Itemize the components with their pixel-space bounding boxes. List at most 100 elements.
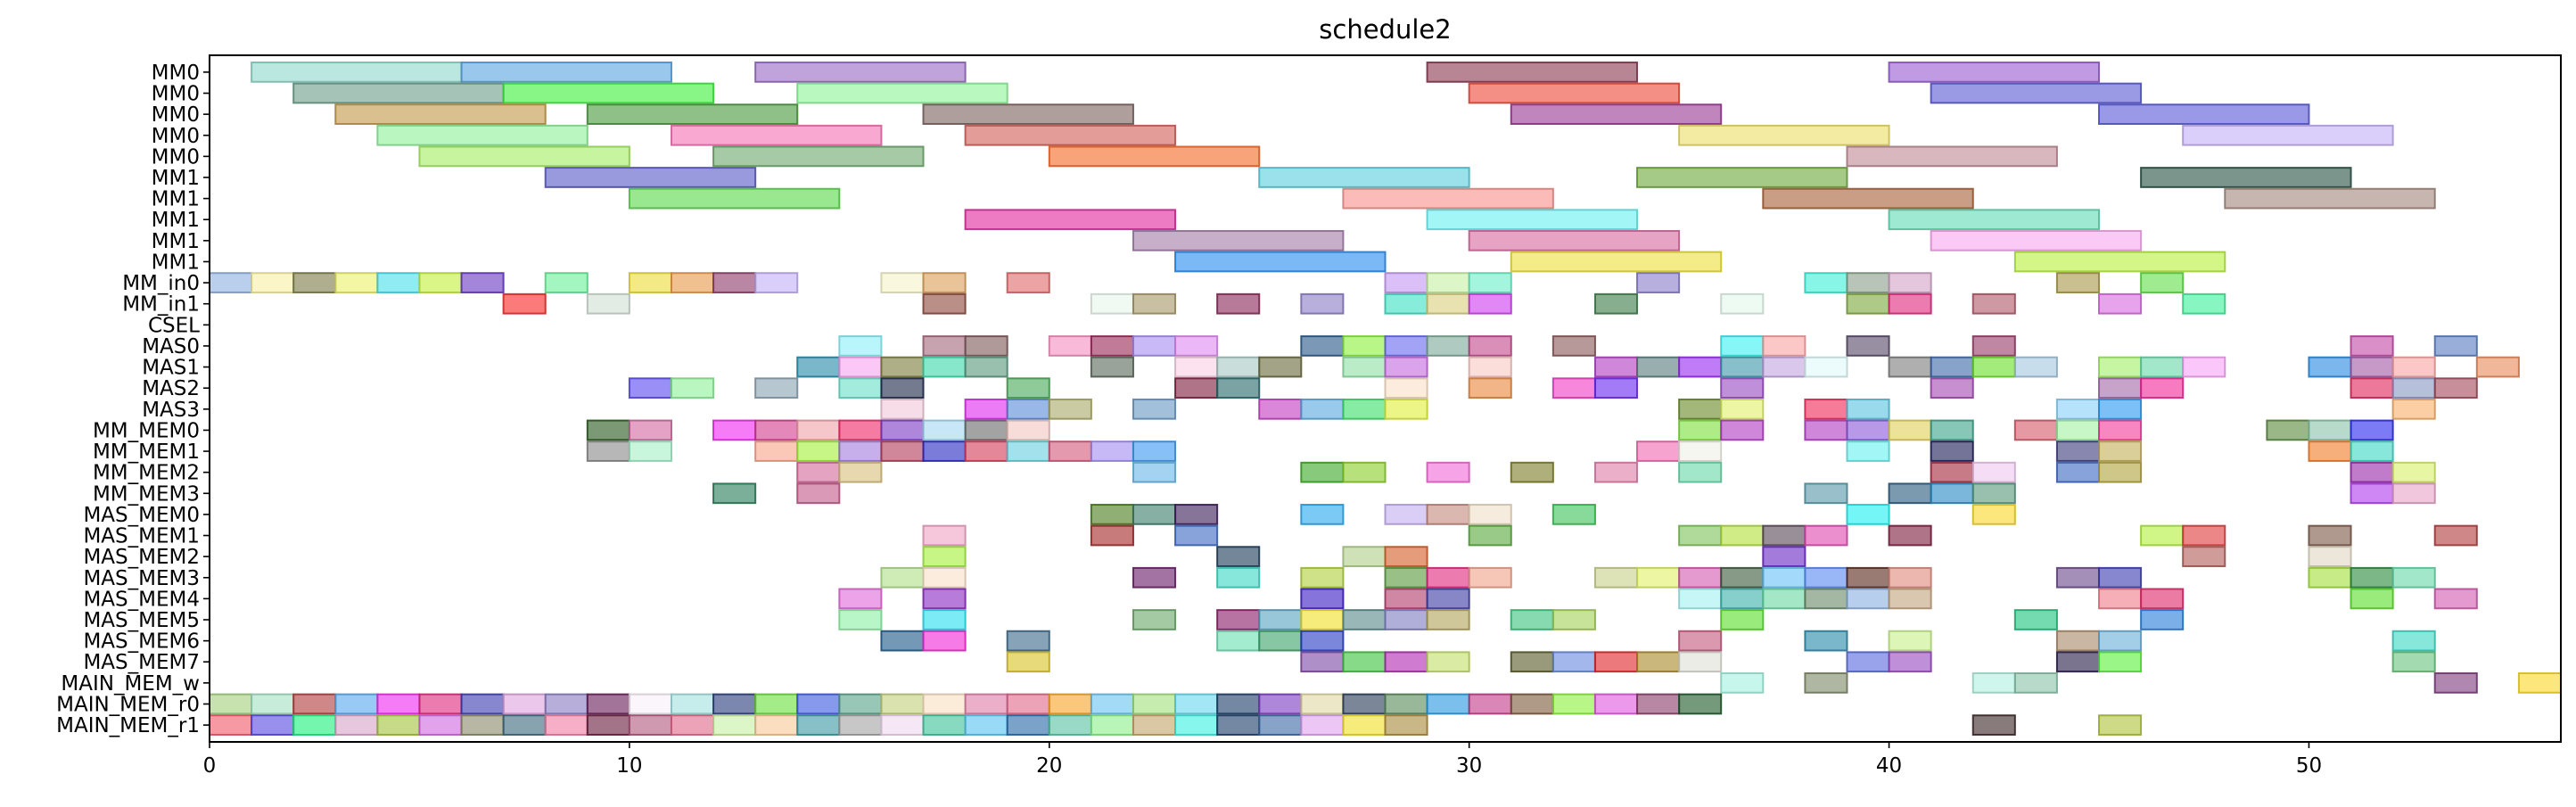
task-bar — [2308, 524, 2352, 547]
y-tick-label: MM_in1 — [122, 293, 200, 317]
task-bar — [754, 377, 799, 399]
task-bar — [1384, 693, 1428, 715]
task-bar — [2182, 292, 2226, 315]
task-bar — [1426, 272, 1470, 293]
task-bar — [1971, 714, 2016, 736]
task-bar — [712, 272, 757, 293]
task-bar — [1342, 335, 1387, 357]
task-bar — [460, 693, 505, 715]
task-bar — [1006, 272, 1050, 293]
task-bar — [1174, 504, 1219, 525]
task-bar — [1216, 356, 1261, 378]
task-bar — [964, 714, 1008, 736]
task-bar — [2350, 461, 2394, 483]
task-bar — [1804, 482, 1848, 505]
task-bar — [1342, 356, 1387, 378]
task-bar — [1888, 419, 1932, 441]
task-bar — [1762, 566, 1806, 589]
task-bar — [2350, 482, 2394, 505]
task-bar — [1971, 356, 2016, 378]
task-bar — [1300, 335, 1345, 357]
task-bar — [2308, 546, 2352, 568]
task-bar — [1551, 335, 1596, 357]
task-bar — [1888, 524, 1932, 547]
task-bar — [209, 714, 253, 736]
task-bar — [251, 714, 295, 736]
task-bar — [1720, 672, 1765, 694]
task-bar — [1593, 651, 1639, 673]
task-bar — [964, 693, 1008, 715]
task-bar — [1384, 546, 1428, 568]
y-axis: MM0MM0MM0MM0MM0MM1MM1MM1MM1MM1MM_in0MM_i… — [56, 62, 210, 737]
task-bar — [2140, 524, 2185, 547]
task-bar — [2517, 672, 2562, 694]
task-bar — [209, 272, 253, 293]
task-bar — [1384, 377, 1428, 399]
y-tick-label: MM_MEM0 — [93, 419, 200, 442]
task-bar — [2224, 187, 2436, 210]
task-bar — [1971, 482, 2016, 505]
task-bar — [1216, 377, 1261, 399]
task-bar — [1846, 292, 1890, 315]
task-bar — [1300, 630, 1345, 652]
task-bar — [2098, 103, 2310, 125]
task-bar — [2350, 419, 2394, 441]
task-bar — [1846, 272, 1890, 293]
task-bar — [1426, 209, 1639, 231]
task-bar — [754, 62, 967, 83]
task-bar — [2475, 356, 2520, 378]
task-bar — [1216, 546, 1261, 568]
task-bar — [2013, 251, 2226, 273]
task-bar — [2055, 651, 2101, 673]
task-bar — [1971, 461, 2016, 483]
task-bar — [1174, 714, 1219, 736]
task-bar — [209, 693, 253, 715]
task-bar — [1804, 524, 1848, 547]
task-bar — [1720, 419, 1765, 441]
task-bar — [544, 167, 757, 188]
task-bar — [2391, 461, 2436, 483]
task-bar — [2308, 441, 2352, 462]
task-bar — [712, 693, 757, 715]
task-bar — [1678, 588, 1723, 610]
task-bar — [1846, 335, 1890, 357]
task-bar — [964, 441, 1008, 462]
task-bar — [922, 630, 967, 652]
y-tick-label: MAS1 — [142, 357, 200, 380]
task-bar — [1384, 566, 1428, 589]
task-bar — [1804, 419, 1848, 441]
task-bar — [1930, 229, 2143, 251]
task-bar — [1888, 62, 2101, 83]
task-bar — [1846, 145, 2058, 168]
task-bar — [922, 714, 967, 736]
x-tick-label: 40 — [1876, 754, 1902, 778]
task-bar — [1930, 82, 2143, 104]
task-bar — [2098, 588, 2143, 610]
task-bar — [1048, 335, 1092, 357]
task-bar — [1006, 693, 1050, 715]
task-bar — [1384, 292, 1428, 315]
y-tick-label: MAS_MEM3 — [83, 567, 200, 590]
task-bar — [1426, 335, 1470, 357]
y-tick-label: MM0 — [152, 145, 200, 169]
y-tick-label: MAS_MEM7 — [83, 651, 200, 674]
y-tick-label: MM1 — [152, 209, 200, 232]
task-bar — [880, 693, 925, 715]
task-bar — [1090, 524, 1134, 547]
task-bar — [292, 714, 337, 736]
task-bar — [1342, 187, 1554, 210]
task-bar — [1132, 504, 1177, 525]
task-bar — [1930, 377, 1974, 399]
task-bar — [838, 609, 883, 630]
task-bar — [376, 272, 421, 293]
task-bar — [1510, 461, 1554, 483]
task-bar — [1762, 588, 1806, 610]
x-tick-label: 30 — [1456, 754, 1482, 778]
task-bar — [1426, 62, 1639, 83]
task-bar — [2391, 356, 2436, 378]
task-bar — [1300, 504, 1345, 525]
task-bar — [2350, 566, 2394, 589]
task-bar — [1384, 609, 1428, 630]
task-bar — [1510, 693, 1554, 715]
task-bar — [1888, 272, 1932, 293]
